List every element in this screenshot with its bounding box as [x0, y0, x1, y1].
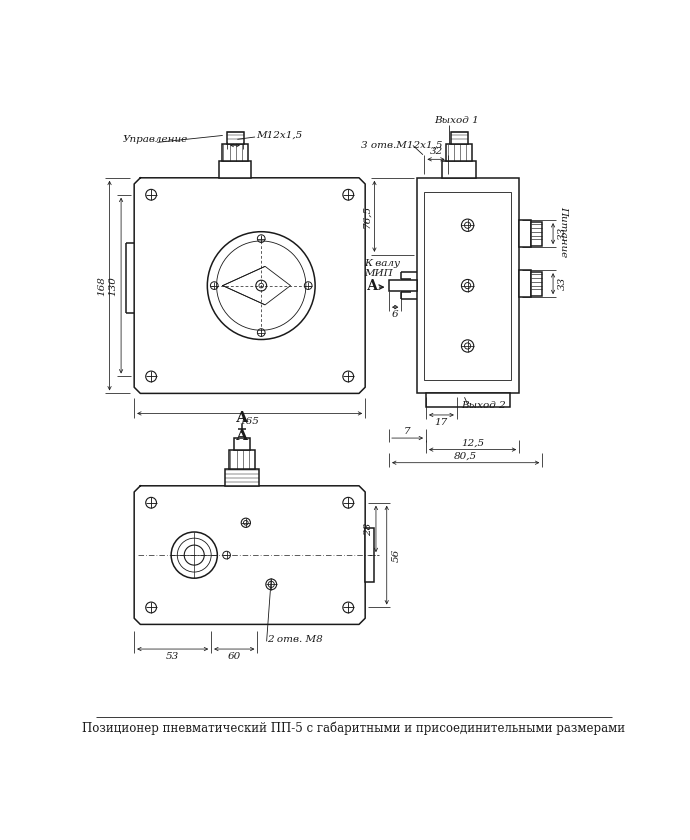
Text: 80,5: 80,5	[454, 451, 477, 460]
Bar	[531, 271, 542, 296]
Text: 76,5: 76,5	[362, 205, 371, 228]
Bar	[442, 160, 476, 178]
Text: 17: 17	[435, 418, 448, 428]
Text: К валу
МИП: К валу МИП	[364, 259, 400, 278]
Text: Выход 2: Выход 2	[462, 402, 506, 410]
Bar	[519, 270, 531, 297]
Text: Питание: Питание	[559, 206, 568, 257]
Bar	[519, 220, 531, 247]
Bar	[424, 192, 511, 380]
Bar	[531, 222, 542, 245]
Bar	[389, 281, 417, 291]
Text: 53: 53	[166, 652, 179, 661]
Text: 168: 168	[97, 276, 106, 296]
Bar	[225, 469, 259, 486]
Text: А: А	[236, 428, 248, 443]
Bar	[446, 144, 472, 160]
Text: А: А	[366, 279, 377, 292]
Bar	[417, 178, 519, 393]
Text: 3 отв.М12х1,5: 3 отв.М12х1,5	[362, 141, 443, 150]
Bar	[219, 160, 251, 178]
Text: 6: 6	[392, 310, 399, 319]
Text: 32: 32	[429, 147, 443, 156]
Text: Позиционер пневматический ПП-5 с габаритными и присоединительными размерами: Позиционер пневматический ПП-5 с габарит…	[82, 722, 625, 735]
Bar	[451, 132, 468, 144]
Text: 2 отв. М8: 2 отв. М8	[266, 635, 322, 644]
Text: Выход 1: Выход 1	[434, 116, 478, 124]
Text: М12х1,5: М12х1,5	[256, 130, 302, 139]
Bar	[233, 438, 250, 450]
Bar	[365, 528, 375, 582]
Text: 28: 28	[364, 522, 373, 536]
Text: 130: 130	[108, 276, 117, 296]
Bar	[226, 132, 244, 144]
Text: А: А	[236, 411, 248, 425]
Bar	[222, 144, 248, 160]
Bar	[229, 450, 255, 469]
Text: 165: 165	[239, 417, 259, 426]
Text: 33: 33	[558, 277, 566, 291]
Text: 12,5: 12,5	[461, 438, 484, 447]
Text: 33: 33	[558, 227, 566, 240]
Bar	[426, 393, 510, 407]
Text: 60: 60	[228, 652, 241, 661]
Text: 56: 56	[391, 549, 400, 562]
Text: 7: 7	[404, 427, 411, 436]
Text: Управление: Управление	[123, 134, 188, 144]
